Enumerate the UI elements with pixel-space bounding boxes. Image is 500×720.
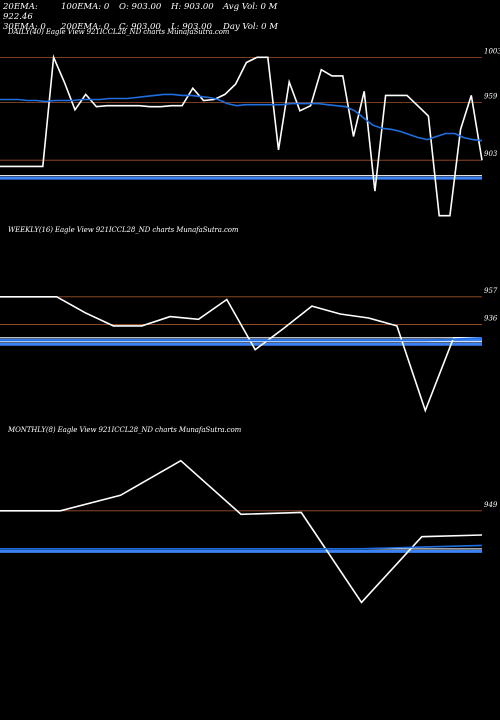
ema30-stat: 30EMA: 0 (3, 22, 46, 32)
series-line (0, 295, 482, 413)
weekly-panel-title: WEEKLY(16) Eagle View 921ICCL28_ND chart… (8, 226, 239, 234)
series-line (0, 337, 483, 342)
monthly-panel-title: MONTHLY(8) Eagle View 921ICCL28_ND chart… (8, 426, 242, 434)
daily-panel-title: DAILY(40) Eagle View 921ICCL28_ND charts… (8, 28, 230, 36)
high-stat: H: 903.00 (171, 2, 214, 12)
stats-header: 20EMA: 922.46 100EMA: 0 O: 903.00 H: 903… (3, 2, 278, 32)
series-line (0, 93, 483, 142)
ema200-stat: 200EMA: 0 (61, 22, 110, 32)
series-line (0, 459, 483, 604)
level-label: 1003 (484, 47, 500, 55)
level-label: 959 (484, 93, 498, 101)
level-label: 957 (484, 287, 498, 295)
avg-vol-stat: Avg Vol: 0 M (223, 2, 278, 12)
open-stat: O: 903.00 (119, 2, 162, 12)
ema20-stat: 20EMA: 922.46 (3, 2, 38, 22)
level-label: 903 (484, 150, 498, 158)
day-vol-stat: Day Vol: 0 M (223, 22, 278, 32)
low-stat: L: 903.00 (171, 22, 212, 32)
series-line (0, 544, 483, 550)
level-label: 936 (484, 315, 498, 323)
ema100-stat: 100EMA: 0 (61, 2, 110, 12)
close-stat: C: 903.00 (119, 22, 161, 32)
level-label: 949 (484, 501, 498, 509)
series-line (0, 54, 483, 217)
